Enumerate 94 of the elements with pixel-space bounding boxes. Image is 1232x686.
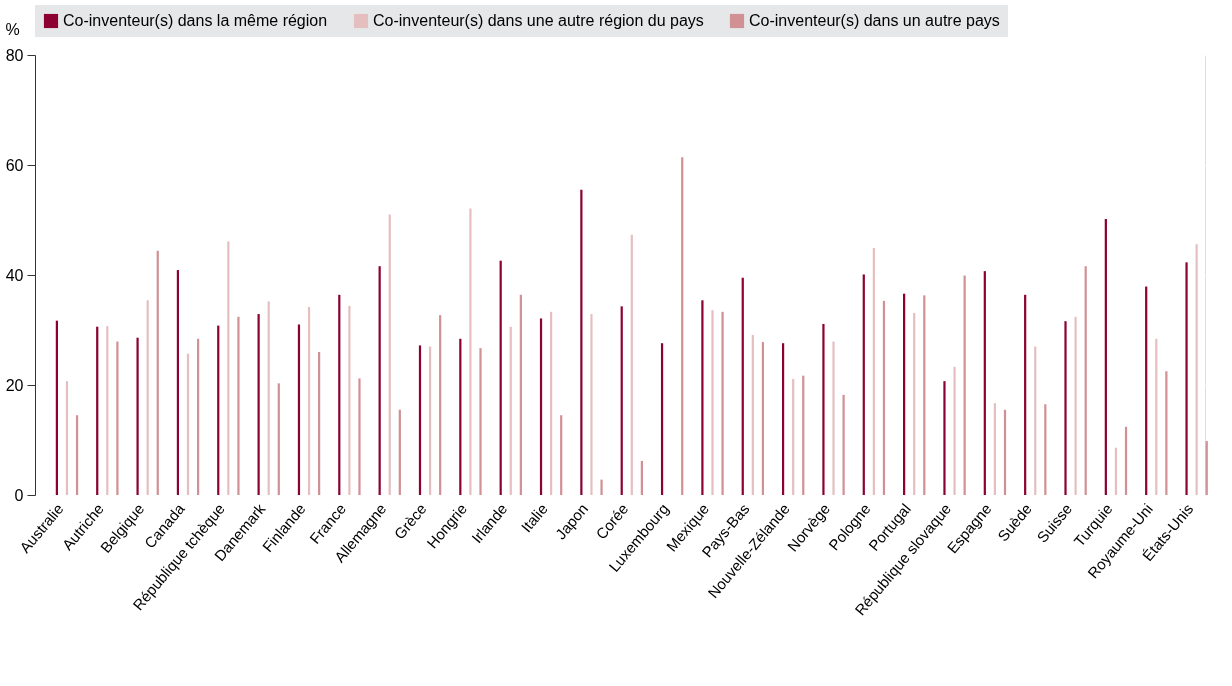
bar xyxy=(781,343,785,495)
bar xyxy=(378,266,381,495)
bar xyxy=(802,375,805,495)
bar xyxy=(681,157,684,495)
bar xyxy=(600,479,603,495)
bar xyxy=(751,334,754,495)
bar xyxy=(620,306,623,495)
bar xyxy=(1003,409,1007,495)
bar xyxy=(1074,316,1077,495)
bar xyxy=(1024,294,1027,495)
bar xyxy=(832,341,835,495)
bar xyxy=(983,271,986,495)
bar xyxy=(792,378,795,495)
bar xyxy=(913,312,916,495)
y-tick-label: 20 xyxy=(5,376,24,394)
bar xyxy=(156,250,159,495)
bar xyxy=(75,415,79,495)
bar xyxy=(953,366,956,495)
bar xyxy=(701,300,704,495)
legend-label: Co-inventeur(s) dans une autre région du pays xyxy=(373,12,704,29)
y-tick-label: 40 xyxy=(5,266,24,284)
bar xyxy=(116,341,119,495)
bar xyxy=(358,378,361,495)
bar xyxy=(630,234,633,495)
bar xyxy=(1034,346,1037,495)
bar xyxy=(418,345,422,495)
bar xyxy=(459,338,462,495)
bar xyxy=(1114,447,1118,495)
bar xyxy=(539,318,543,495)
bar xyxy=(741,277,744,495)
bar xyxy=(1084,266,1087,495)
bar xyxy=(550,311,553,495)
bar xyxy=(398,409,401,495)
bar xyxy=(307,306,311,495)
y-tick-label: 80 xyxy=(5,46,24,64)
bar xyxy=(469,208,472,495)
bar xyxy=(882,300,886,495)
bar xyxy=(590,314,593,495)
bar xyxy=(963,275,966,495)
bar xyxy=(388,214,391,495)
bar xyxy=(993,403,997,495)
bar xyxy=(146,300,149,495)
y-axis-title: % xyxy=(5,20,20,38)
bar xyxy=(1124,426,1128,495)
legend-label: Co-inventeur(s) dans un autre pays xyxy=(749,12,1000,29)
bar xyxy=(96,326,99,495)
bar xyxy=(499,260,502,495)
bar xyxy=(277,383,280,495)
y-tick-label: 0 xyxy=(14,486,24,504)
bar xyxy=(186,353,190,495)
bar xyxy=(509,326,512,495)
bar xyxy=(923,295,926,495)
bar xyxy=(1145,286,1148,495)
bar xyxy=(348,305,351,495)
bar xyxy=(297,324,301,495)
bar xyxy=(136,337,139,495)
bar xyxy=(338,294,341,495)
bar xyxy=(196,338,200,495)
bar xyxy=(1165,371,1168,495)
bar xyxy=(106,326,109,495)
bar xyxy=(439,315,442,495)
bar xyxy=(519,294,522,495)
bar xyxy=(217,325,220,495)
bar xyxy=(318,352,321,495)
y-tick-label: 60 xyxy=(5,156,24,174)
bar xyxy=(227,241,230,495)
bar xyxy=(257,314,260,495)
bar xyxy=(479,348,482,495)
bar xyxy=(1185,262,1188,495)
bar xyxy=(721,311,724,495)
bar xyxy=(903,293,906,495)
bar xyxy=(1044,404,1047,495)
legend-label: Co-inventeur(s) dans la même région xyxy=(63,12,328,29)
bar xyxy=(1064,321,1067,495)
bar xyxy=(761,342,765,495)
bar xyxy=(428,346,432,495)
bar xyxy=(872,248,875,495)
bar xyxy=(237,316,240,495)
bar xyxy=(943,381,946,495)
bar xyxy=(1155,338,1158,495)
bar xyxy=(862,274,865,495)
bar xyxy=(842,394,845,495)
bar xyxy=(176,270,180,495)
bar xyxy=(660,343,664,495)
bar xyxy=(1205,441,1208,495)
bar xyxy=(560,415,563,495)
bar xyxy=(711,310,714,495)
bar xyxy=(1104,218,1107,495)
bar xyxy=(822,323,825,495)
bar xyxy=(580,189,583,495)
bar xyxy=(267,301,270,495)
bar xyxy=(65,381,69,495)
bar xyxy=(55,320,58,495)
bar xyxy=(1195,244,1198,495)
